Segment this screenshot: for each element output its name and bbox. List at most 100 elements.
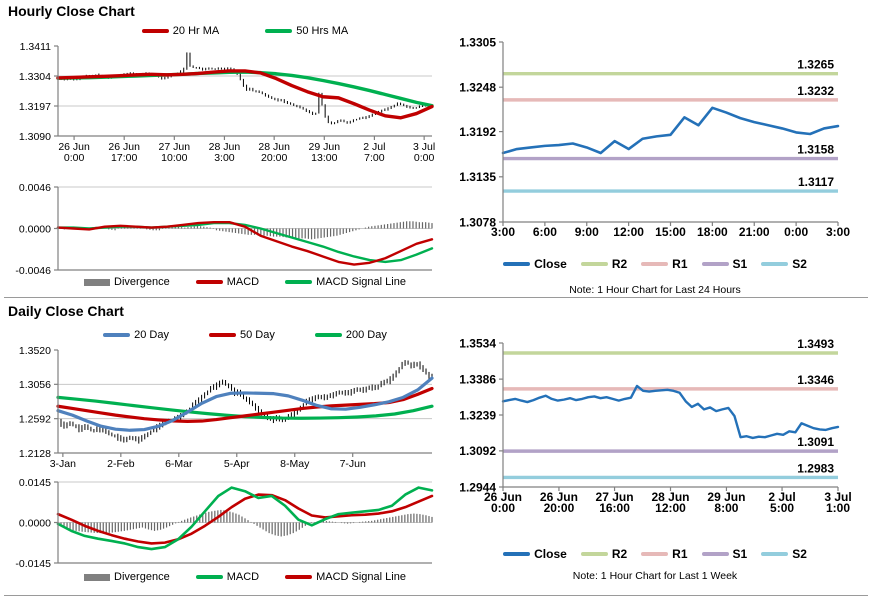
svg-text:27 Jun: 27 Jun xyxy=(159,141,191,153)
svg-text:2 Jul: 2 Jul xyxy=(768,490,795,504)
svg-text:0:00: 0:00 xyxy=(64,152,85,164)
legend-swatch xyxy=(195,280,223,284)
legend-label: S2 xyxy=(792,257,807,271)
svg-text:1.3192: 1.3192 xyxy=(459,125,496,139)
svg-text:0:00: 0:00 xyxy=(784,225,808,239)
svg-text:1.3239: 1.3239 xyxy=(459,408,496,422)
legend-swatch xyxy=(314,333,342,337)
legend-item-s1: S1 xyxy=(701,547,747,561)
daily-macd-chart: 0.0145 0.0000 -0.0145 xyxy=(0,477,436,570)
svg-text:20:00: 20:00 xyxy=(544,501,575,515)
hourly-macd-chart: 0.0046 0.0000 -0.0046 xyxy=(0,180,436,277)
legend-label: Close xyxy=(534,257,567,271)
svg-text:12:00: 12:00 xyxy=(613,225,644,239)
svg-text:16:00: 16:00 xyxy=(599,501,630,515)
svg-text:1.3090: 1.3090 xyxy=(19,131,51,143)
legend-item-50-day: 50 Day xyxy=(209,329,275,341)
legend-label: S2 xyxy=(792,547,807,561)
legend-label: R1 xyxy=(672,257,688,271)
legend-item-close: Close xyxy=(503,547,567,561)
svg-text:1.3386: 1.3386 xyxy=(459,372,496,386)
legend-swatch xyxy=(195,575,223,579)
svg-text:18:00: 18:00 xyxy=(697,225,728,239)
hourly-pivot-legend: Close R2 R1 S1 S2 xyxy=(437,257,873,271)
legend-label: R2 xyxy=(611,547,628,561)
svg-text:1.2944: 1.2944 xyxy=(459,480,496,494)
svg-text:3:00: 3:00 xyxy=(214,152,235,164)
svg-text:0.0000: 0.0000 xyxy=(19,517,51,529)
svg-text:1.2983: 1.2983 xyxy=(797,461,834,475)
svg-text:1.3197: 1.3197 xyxy=(19,101,51,113)
legend-swatch xyxy=(503,262,531,266)
svg-text:5:00: 5:00 xyxy=(770,501,794,515)
svg-text:1.3091: 1.3091 xyxy=(797,435,834,449)
legend-swatch xyxy=(761,552,789,556)
legend-swatch xyxy=(285,280,313,284)
hourly-price-chart: 1.3411 1.3304 1.3197 1.3090 26 Jun 0:00 26 Jun… xyxy=(0,38,436,170)
hourly-section-title: Hourly Close Chart xyxy=(8,3,135,19)
svg-text:1.3411: 1.3411 xyxy=(20,41,51,53)
legend-label: R1 xyxy=(672,547,688,561)
daily-price-legend: 20 Day 50 Day 200 Day xyxy=(58,329,432,341)
legend-label: 20 Hr MA xyxy=(172,25,220,37)
svg-text:15:00: 15:00 xyxy=(655,225,686,239)
svg-text:9:00: 9:00 xyxy=(575,225,599,239)
section-divider xyxy=(4,297,868,298)
svg-text:6-Mar: 6-Mar xyxy=(165,458,193,470)
legend-item-r2: R2 xyxy=(580,547,628,561)
section-divider xyxy=(4,595,868,596)
legend-swatch xyxy=(265,29,293,33)
hourly-macd-canvas: 0.0046 0.0000 -0.0046 xyxy=(15,182,434,277)
legend-swatch xyxy=(761,262,789,266)
svg-text:13:00: 13:00 xyxy=(311,152,337,164)
svg-text:-0.0046: -0.0046 xyxy=(15,265,51,277)
svg-text:29 Jun: 29 Jun xyxy=(707,490,745,504)
svg-text:21:00: 21:00 xyxy=(739,225,770,239)
legend-swatch xyxy=(103,333,131,337)
legend-swatch xyxy=(84,573,111,581)
daily-section-title: Daily Close Chart xyxy=(8,303,124,319)
svg-text:26 Jun: 26 Jun xyxy=(58,141,90,153)
svg-text:2-Feb: 2-Feb xyxy=(107,458,135,470)
svg-text:29 Jun: 29 Jun xyxy=(309,141,341,153)
hourly-macd-legend: Divergence MACD MACD Signal Line xyxy=(58,276,432,288)
daily-pivot-chart: 1.3534 1.3386 1.3239 1.3092 1.2944 26 Jun 0:00… xyxy=(437,332,873,528)
legend-item-macd-signal-line: MACD Signal Line xyxy=(285,276,406,288)
svg-text:1.3265: 1.3265 xyxy=(797,58,834,72)
legend-swatch xyxy=(580,552,608,556)
legend-label: 200 Day xyxy=(345,329,387,341)
legend-swatch xyxy=(503,552,531,556)
svg-text:26 Jun: 26 Jun xyxy=(108,141,140,153)
legend-swatch xyxy=(580,262,608,266)
legend-item-macd: MACD xyxy=(195,571,260,583)
legend-item-r1: R1 xyxy=(641,547,688,561)
legend-swatch xyxy=(701,262,729,266)
daily-pivot-note: Note: 1 Hour Chart for Last 1 Week xyxy=(572,570,738,582)
legend-label: MACD xyxy=(226,571,260,583)
svg-text:3-Jan: 3-Jan xyxy=(50,458,76,470)
daily-macd-canvas: 0.0145 0.0000 -0.0145 xyxy=(15,477,434,570)
legend-label: MACD Signal Line xyxy=(316,571,406,583)
svg-text:1.2592: 1.2592 xyxy=(19,413,51,425)
svg-text:3:00: 3:00 xyxy=(826,225,850,239)
svg-text:26 Jun: 26 Jun xyxy=(484,490,522,504)
daily-macd-legend: Divergence MACD MACD Signal Line xyxy=(58,571,432,583)
svg-text:28 Jun: 28 Jun xyxy=(209,141,241,153)
svg-text:1.3534: 1.3534 xyxy=(459,336,496,350)
svg-text:1.3158: 1.3158 xyxy=(797,143,834,157)
svg-text:1.3304: 1.3304 xyxy=(19,71,51,83)
svg-text:1.3232: 1.3232 xyxy=(797,84,834,98)
svg-text:6:00: 6:00 xyxy=(533,225,557,239)
svg-text:28 Jun: 28 Jun xyxy=(258,141,290,153)
svg-text:0.0046: 0.0046 xyxy=(19,182,51,194)
legend-swatch xyxy=(701,552,729,556)
legend-swatch xyxy=(141,29,169,33)
legend-item-divergence: Divergence xyxy=(84,571,170,583)
svg-text:1.3117: 1.3117 xyxy=(798,175,834,189)
svg-text:1.3092: 1.3092 xyxy=(459,444,496,458)
legend-item-s2: S2 xyxy=(761,547,807,561)
